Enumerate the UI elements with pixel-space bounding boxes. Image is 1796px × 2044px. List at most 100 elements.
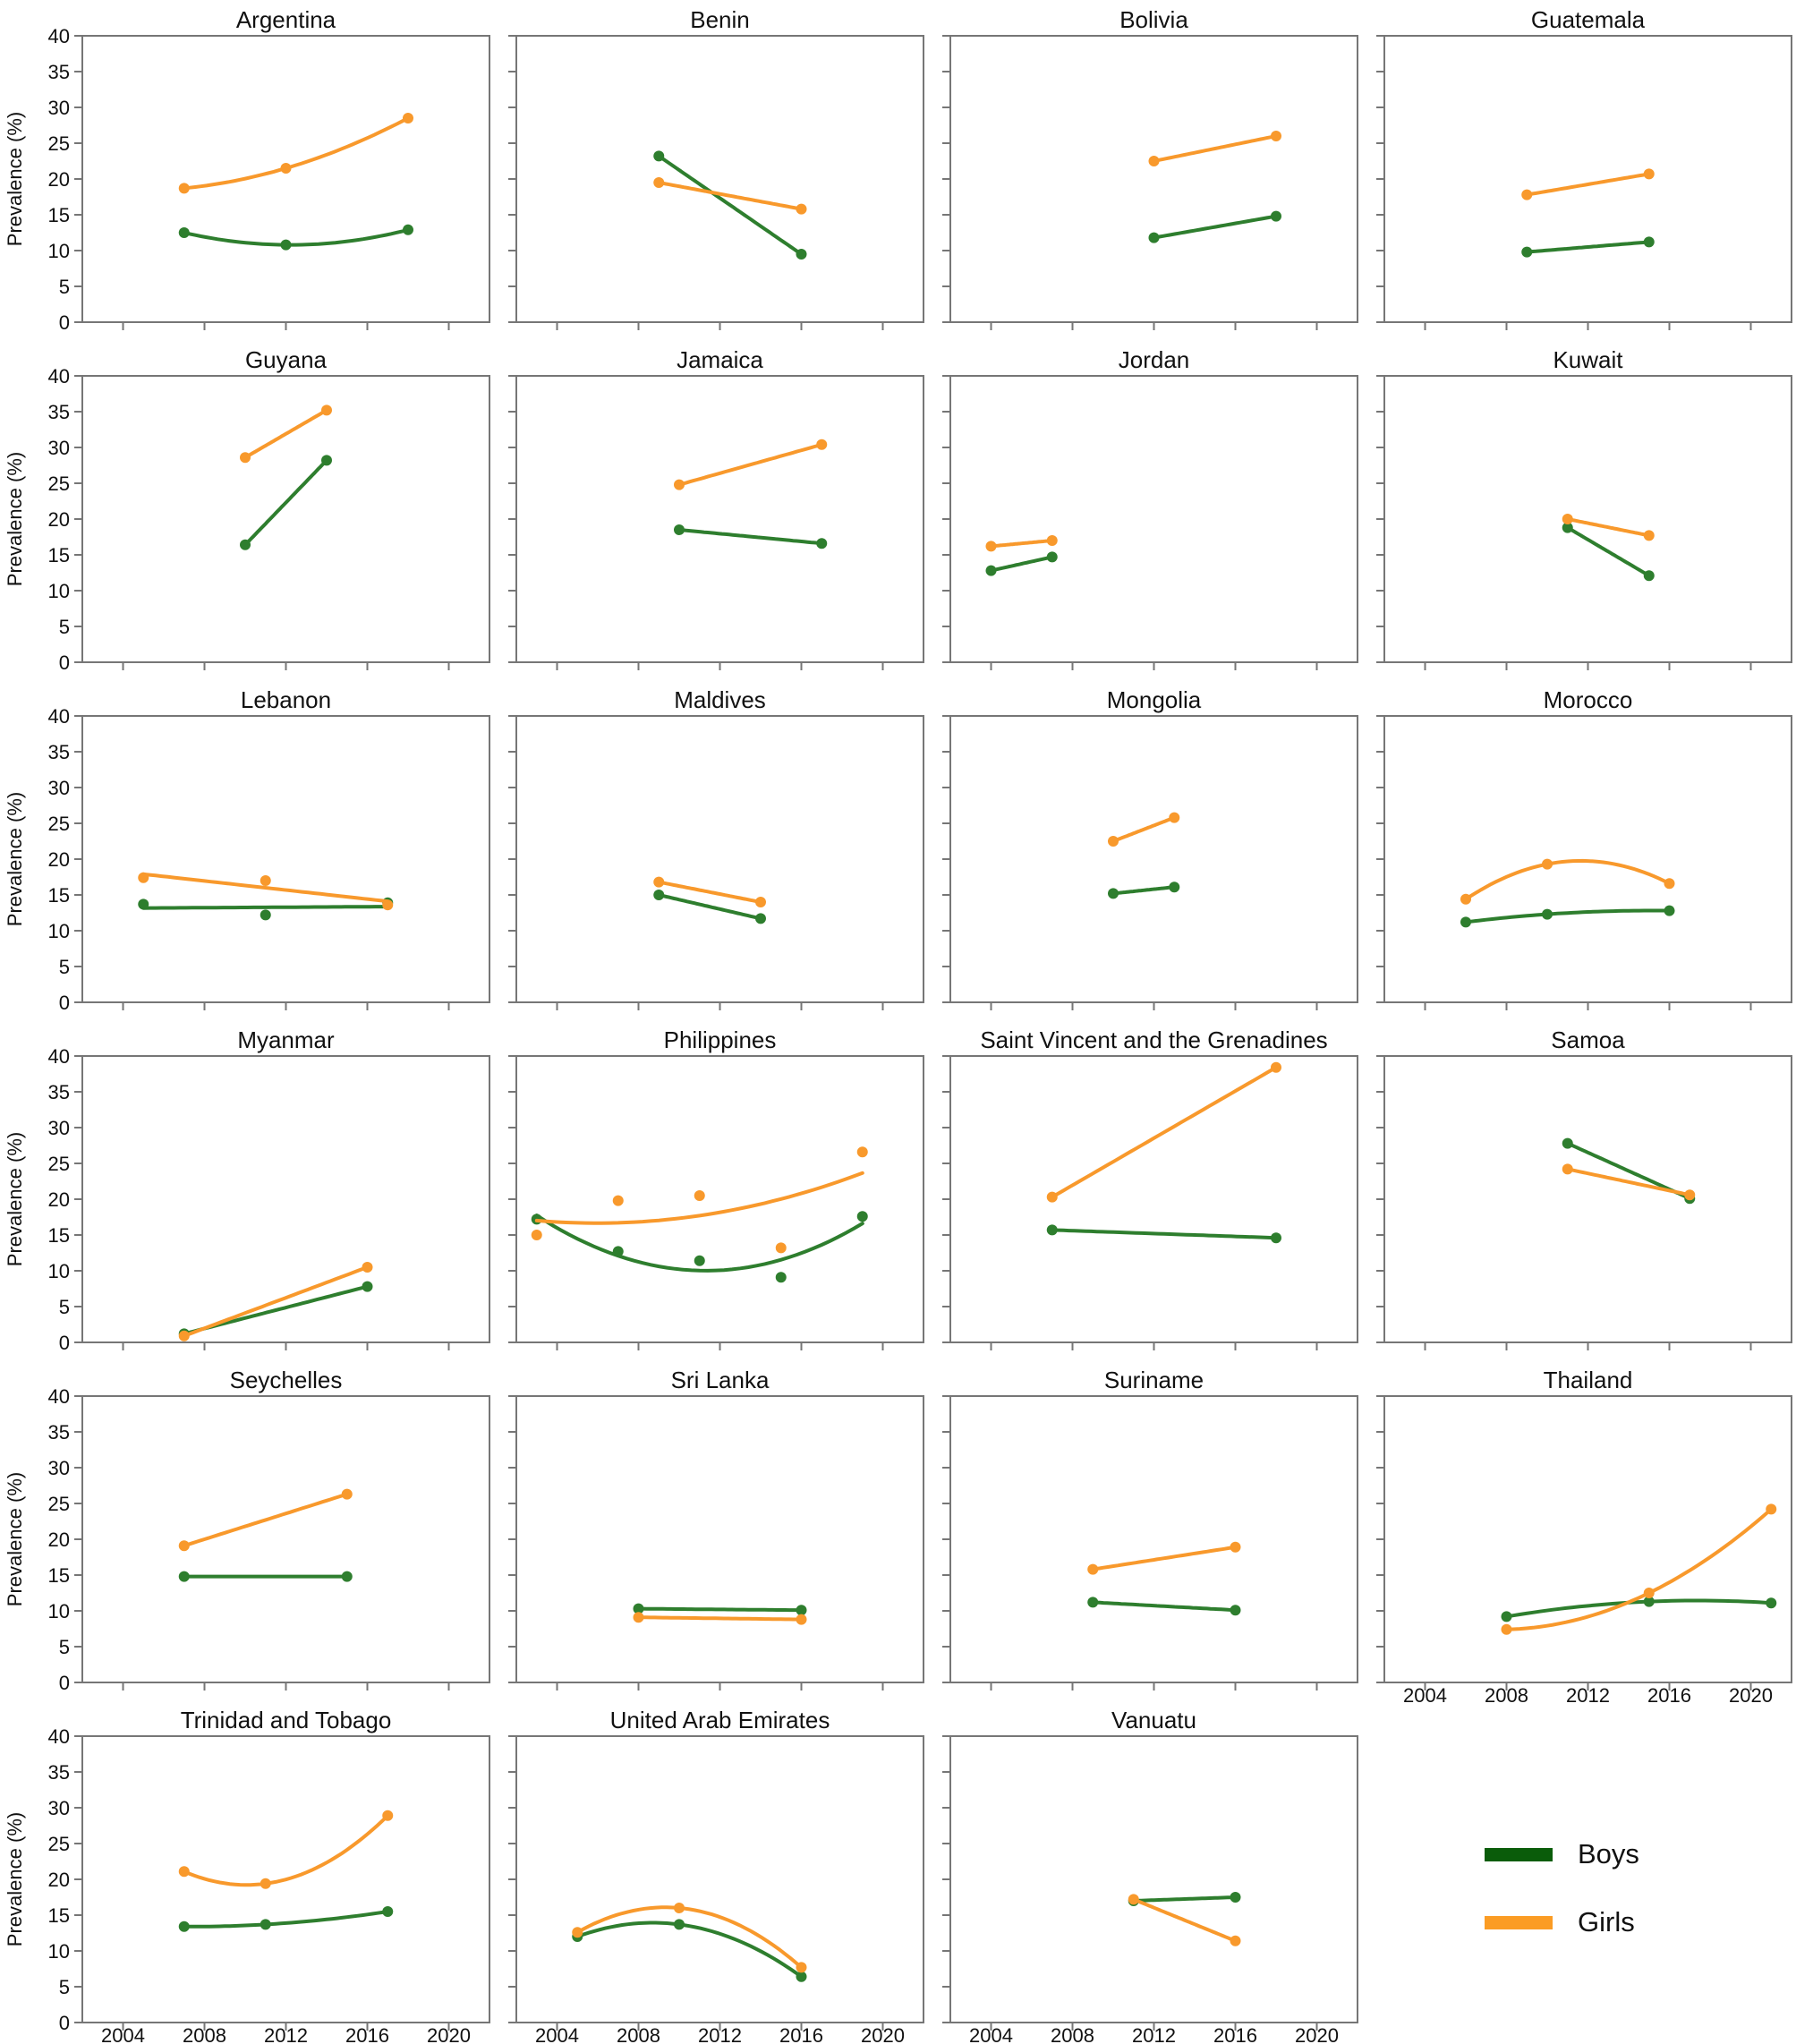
boys-trend-line (657, 154, 804, 256)
chart-lebanon: 0 5 10 15 20 25 30 35 40 Prevalence (%) (4, 705, 490, 1014)
boys-data-point (138, 899, 149, 910)
girls-trend-line (182, 116, 410, 191)
plot-border (515, 1395, 924, 1683)
x-tick-label: 2016 (1213, 2024, 1257, 2044)
y-tick-label: 15 (48, 884, 70, 907)
panel-guyana: Guyana 0 5 10 15 20 25 30 35 40 Prevalence (%) (0, 344, 516, 684)
boys-data-point (1271, 1232, 1281, 1244)
panel-lebanon: Lebanon 0 5 10 15 20 25 30 35 40 Prevalence (%) (0, 684, 516, 1024)
girls-data-point (612, 1195, 624, 1206)
girls-data-point (985, 541, 997, 552)
chart-jordan (942, 375, 1358, 670)
y-tick-label: 25 (48, 1493, 70, 1515)
girls-data-point (796, 1614, 807, 1625)
girls-trend-line (141, 872, 390, 904)
girls-data-point (341, 1488, 353, 1500)
panel-bolivia: Bolivia (942, 4, 1384, 344)
x-tick-label: 2004 (969, 2024, 1013, 2044)
y-tick-label: 15 (48, 1564, 70, 1587)
girls-trend-line (636, 1615, 804, 1622)
boys-trend-line (1504, 1598, 1774, 1619)
plot-border (1383, 35, 1792, 323)
panel-title: Morocco (1543, 686, 1633, 713)
chart-suriname (942, 1395, 1358, 1691)
boys-trend-line (1111, 885, 1177, 896)
plot-border (949, 1395, 1358, 1683)
girls-data-point (796, 203, 807, 215)
chart-seychelles: 0 5 10 15 20 25 30 35 40 Prevalence (%) (4, 1385, 490, 1694)
plot-border (949, 1055, 1358, 1343)
plot-border (515, 1055, 924, 1343)
chart-sri-lanka (508, 1395, 924, 1691)
girls-data-point (138, 872, 149, 883)
y-axis-title: Prevalence (%) (4, 1472, 26, 1606)
panel-title: Suriname (1103, 1367, 1204, 1393)
girls-data-point (1766, 1503, 1777, 1515)
chart-guatemala (1376, 35, 1792, 330)
y-tick-label: 0 (59, 1332, 70, 1354)
x-tick-label: 2004 (535, 2024, 579, 2044)
y-tick-label: 25 (48, 813, 70, 835)
panel-title: Benin (690, 6, 750, 33)
x-tick-label: 2020 (1729, 1684, 1773, 1707)
legend-swatch-girls (1485, 1915, 1553, 1929)
panel-myanmar: Myanmar 0 5 10 15 20 25 30 35 40 Prevalence (%) (0, 1024, 516, 1364)
panel-argentina: Argentina 0 5 10 15 20 25 30 35 40 Prevalence (%) (0, 4, 516, 344)
panel-title: Jordan (1118, 346, 1190, 373)
x-tick-label: 2012 (1132, 2024, 1176, 2044)
panel-title: Seychelles (229, 1367, 343, 1393)
panel-suriname: Suriname (942, 1364, 1384, 1704)
boys-data-point (796, 249, 807, 260)
panel-title: Lebanon (240, 686, 332, 713)
boys-data-point (1460, 916, 1471, 928)
y-tick-label: 10 (48, 240, 70, 262)
girls-data-point (1542, 858, 1553, 870)
panel-title: Maldives (674, 686, 766, 713)
chart-morocco (1376, 715, 1792, 1010)
boys-data-point (1169, 881, 1180, 893)
y-tick-label: 0 (59, 652, 70, 674)
girls-trend-line (575, 1905, 804, 1970)
y-tick-label: 20 (48, 1529, 70, 1551)
girls-data-point (572, 1927, 583, 1938)
y-tick-label: 40 (48, 1385, 70, 1408)
panel-title: Trinidad and Tobago (180, 1707, 392, 1733)
boys-data-point (1271, 210, 1281, 222)
boys-data-point (775, 1272, 787, 1283)
girls-data-point (1046, 1191, 1058, 1203)
panel-title: Argentina (235, 6, 336, 33)
boys-trend-line (243, 458, 328, 547)
boys-data-point (653, 150, 665, 162)
x-tick-label: 2016 (779, 2024, 823, 2044)
y-tick-label: 25 (48, 132, 70, 155)
figure-grid: Argentina 0 5 10 15 20 25 30 35 40 Prevalence (%) B… (0, 4, 1796, 2044)
chart-thailand: 2004 2008 2012 2016 2020 (1376, 1395, 1792, 1707)
y-tick-label: 35 (48, 1081, 70, 1103)
panel-seychelles: Seychelles 0 5 10 15 20 25 30 35 40 Prevalence (%) (0, 1364, 516, 1704)
y-tick-label: 25 (48, 473, 70, 495)
plot-border (1383, 1055, 1792, 1343)
girls-trend-line (1131, 1897, 1238, 1943)
boys-data-point (1643, 570, 1655, 582)
girls-data-point (260, 1878, 271, 1889)
y-tick-label: 40 (48, 705, 70, 728)
y-tick-label: 5 (59, 1636, 70, 1658)
girls-trend-line (1565, 1167, 1692, 1197)
plot-border (949, 375, 1358, 663)
girls-trend-line (1504, 1507, 1774, 1631)
chart-saint-vincent-and-the-grenadines (942, 1055, 1358, 1350)
boys-trend-line (1565, 525, 1651, 578)
y-tick-label: 25 (48, 1833, 70, 1855)
panel-title: Myanmar (237, 1026, 335, 1053)
x-tick-label: 2020 (861, 2024, 905, 2044)
chart-bolivia (942, 35, 1358, 330)
boys-data-point (856, 1211, 868, 1222)
panel-title: Mongolia (1106, 686, 1202, 713)
girls-trend-line (657, 181, 804, 211)
panel-mongolia: Mongolia (942, 684, 1384, 1024)
girls-data-point (260, 875, 271, 886)
y-tick-label: 10 (48, 1940, 70, 1963)
plot-border (1383, 1395, 1792, 1683)
girls-data-point (1501, 1623, 1512, 1635)
